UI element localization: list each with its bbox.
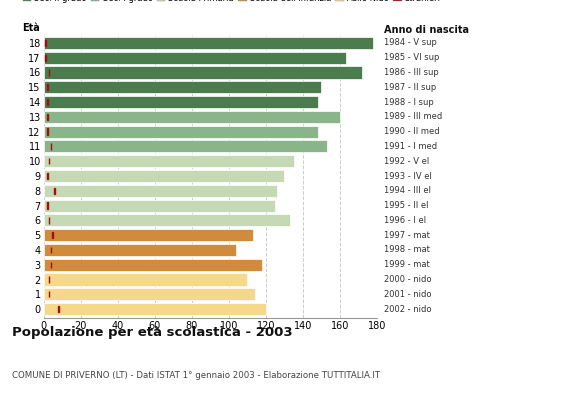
Bar xyxy=(44,155,293,167)
Text: 1985 - VI sup: 1985 - VI sup xyxy=(384,53,439,62)
Bar xyxy=(44,259,262,271)
Bar xyxy=(47,173,48,179)
Text: 1984 - V sup: 1984 - V sup xyxy=(384,38,437,47)
Bar xyxy=(44,96,318,108)
Bar xyxy=(44,170,284,182)
Text: 2001 - nido: 2001 - nido xyxy=(384,290,432,299)
Bar xyxy=(47,128,48,135)
Text: Popolazione per età scolastica - 2003: Popolazione per età scolastica - 2003 xyxy=(12,326,292,339)
Legend: Sec. II grado, Sec. I grado, Scuola Primaria, Scuola dell'Infanzia, Asilo Nido, : Sec. II grado, Sec. I grado, Scuola Prim… xyxy=(23,0,441,3)
Bar xyxy=(44,214,290,226)
Bar xyxy=(50,247,51,253)
Bar xyxy=(47,99,48,105)
Text: Età: Età xyxy=(23,24,40,34)
Bar xyxy=(45,54,46,61)
Bar xyxy=(58,306,59,312)
Text: 1997 - mat: 1997 - mat xyxy=(384,231,430,240)
Bar xyxy=(44,303,266,315)
Text: 1992 - V el: 1992 - V el xyxy=(384,157,429,166)
Text: Anno di nascita: Anno di nascita xyxy=(384,25,469,35)
Bar xyxy=(50,262,51,268)
Bar xyxy=(50,143,51,150)
Bar xyxy=(47,84,48,90)
Text: 1987 - II sup: 1987 - II sup xyxy=(384,83,436,92)
Bar xyxy=(44,37,374,49)
Bar xyxy=(44,200,275,212)
Bar xyxy=(44,288,255,300)
Bar xyxy=(44,229,253,241)
Text: 1999 - mat: 1999 - mat xyxy=(384,260,430,269)
Bar xyxy=(44,81,321,93)
Bar xyxy=(44,274,247,286)
Text: COMUNE DI PRIVERNO (LT) - Dati ISTAT 1° gennaio 2003 - Elaborazione TUTTITALIA.I: COMUNE DI PRIVERNO (LT) - Dati ISTAT 1° … xyxy=(12,371,380,380)
Bar xyxy=(52,232,53,238)
Text: 1998 - mat: 1998 - mat xyxy=(384,246,430,254)
Bar xyxy=(47,114,48,120)
Text: 2000 - nido: 2000 - nido xyxy=(384,275,432,284)
Bar xyxy=(44,126,318,138)
Bar xyxy=(44,111,340,123)
Text: 1995 - II el: 1995 - II el xyxy=(384,201,429,210)
Bar xyxy=(44,185,277,197)
Text: 1996 - I el: 1996 - I el xyxy=(384,216,426,225)
Text: 1990 - II med: 1990 - II med xyxy=(384,127,440,136)
Text: 1989 - III med: 1989 - III med xyxy=(384,112,442,121)
Text: 1991 - I med: 1991 - I med xyxy=(384,142,437,151)
Bar xyxy=(47,202,48,209)
Bar xyxy=(44,66,362,78)
Text: 1986 - III sup: 1986 - III sup xyxy=(384,68,438,77)
Text: 1994 - III el: 1994 - III el xyxy=(384,186,431,195)
Bar xyxy=(45,40,46,46)
Bar xyxy=(44,52,346,64)
Text: 2002 - nido: 2002 - nido xyxy=(384,305,432,314)
Bar xyxy=(44,140,327,152)
Text: 1988 - I sup: 1988 - I sup xyxy=(384,98,434,106)
Bar xyxy=(44,244,236,256)
Text: 1993 - IV el: 1993 - IV el xyxy=(384,172,432,180)
